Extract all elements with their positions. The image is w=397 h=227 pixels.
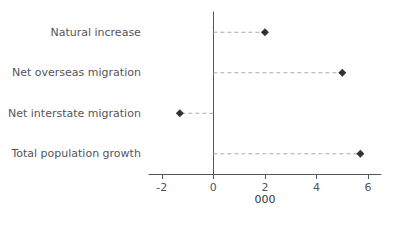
svg-text:Total population growth: Total population growth bbox=[10, 147, 141, 160]
svg-text:Net interstate migration: Net interstate migration bbox=[8, 107, 141, 120]
svg-text:000: 000 bbox=[254, 193, 275, 206]
svg-text:Natural increase: Natural increase bbox=[50, 26, 141, 39]
svg-text:4: 4 bbox=[313, 181, 320, 194]
svg-text:6: 6 bbox=[365, 181, 372, 194]
svg-text:Net overseas migration: Net overseas migration bbox=[12, 66, 141, 79]
svg-text:0: 0 bbox=[210, 181, 217, 194]
svg-text:2: 2 bbox=[261, 181, 268, 194]
svg-text:-2: -2 bbox=[156, 181, 167, 194]
